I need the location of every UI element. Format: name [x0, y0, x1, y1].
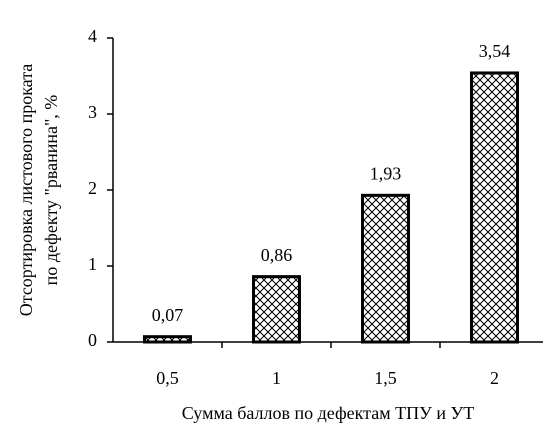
- data-label: 3,54: [479, 41, 511, 61]
- y-axis-label: по дефекту "рванина", %: [41, 95, 61, 286]
- bar: [252, 275, 301, 344]
- y-tick-label: 2: [88, 178, 97, 198]
- x-axis-label: Сумма баллов по дефектам ТПУ и УТ: [182, 403, 474, 423]
- y-tick-label: 0: [88, 330, 97, 350]
- bar: [143, 335, 192, 344]
- y-tick-label: 4: [88, 26, 97, 46]
- y-tick-label: 3: [88, 102, 97, 122]
- y-tick-label: 1: [88, 254, 97, 274]
- bar: [470, 71, 519, 344]
- bar: [361, 193, 410, 344]
- x-tick-label: 0,5: [156, 368, 179, 388]
- data-label: 0,07: [152, 305, 184, 325]
- x-tick-label: 1,5: [374, 368, 397, 388]
- x-tick-label: 1: [272, 368, 281, 388]
- data-label: 0,86: [261, 245, 293, 265]
- x-tick-label: 2: [490, 368, 499, 388]
- data-label: 1,93: [370, 163, 402, 183]
- y-axis-label: Отсортировка листового проката: [16, 64, 36, 317]
